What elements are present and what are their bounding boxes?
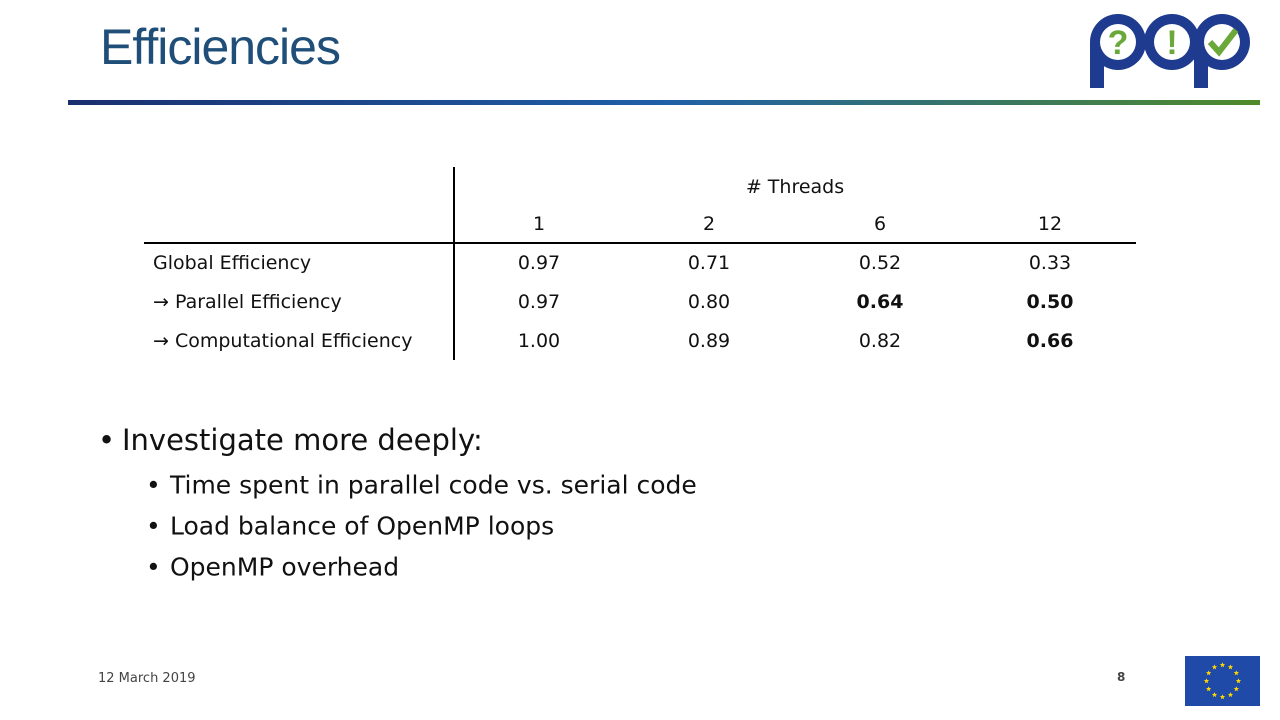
- page-number: 8: [1117, 670, 1126, 684]
- eu-star: [1219, 694, 1226, 700]
- bullet: Investigate more deeply:: [122, 423, 483, 457]
- eu-flag: [1185, 656, 1260, 706]
- table-cell: 0.71: [687, 252, 731, 274]
- logo-symbol: !: [1166, 24, 1177, 62]
- table-rule: [144, 242, 1136, 244]
- logo-symbol: ?: [1108, 24, 1129, 62]
- table-cell: 0.80: [687, 291, 731, 313]
- eu-star: [1227, 692, 1234, 698]
- title-rule: [68, 100, 1260, 105]
- eu-star: [1211, 692, 1218, 698]
- sub-bullet: OpenMP overhead: [170, 552, 400, 582]
- table-cell: 0.97: [517, 291, 561, 313]
- eu-star: [1211, 664, 1218, 670]
- logo: ? !: [1090, 14, 1250, 88]
- eu-star: [1203, 678, 1210, 684]
- bullet-dot: •: [146, 511, 161, 541]
- row-label: → Parallel Efficiency: [153, 291, 342, 313]
- table-cell: 0.50: [1026, 291, 1074, 313]
- eu-star: [1205, 670, 1212, 676]
- eu-star: [1219, 662, 1226, 668]
- table-cell: 0.82: [858, 330, 902, 352]
- table-cell: 0.97: [517, 252, 561, 274]
- table-cell: 0.64: [856, 291, 904, 313]
- eu-star: [1205, 686, 1212, 692]
- slide-title: Efficiencies: [100, 19, 341, 75]
- eu-star: [1233, 670, 1240, 676]
- logo-check: [1207, 28, 1239, 57]
- footer-date: 12 March 2019: [98, 671, 196, 686]
- column-header: 12: [1037, 213, 1063, 235]
- bullet-dot: •: [146, 552, 161, 582]
- eu-star: [1227, 664, 1234, 670]
- table-cell: 1.00: [517, 330, 561, 352]
- eu-star: [1233, 686, 1240, 692]
- sub-bullet: Time spent in parallel code vs. serial c…: [170, 470, 697, 500]
- group-header: # Threads: [745, 176, 845, 198]
- bullet-dot: •: [146, 470, 161, 500]
- table-divider: [453, 167, 455, 360]
- eu-star: [1235, 678, 1242, 684]
- table-cell: 0.33: [1028, 252, 1072, 274]
- column-header: 1: [532, 213, 546, 235]
- sub-bullet: Load balance of OpenMP loops: [170, 511, 555, 541]
- table-cell: 0.89: [687, 330, 731, 352]
- row-label: Global Efficiency: [153, 252, 312, 274]
- table-cell: 0.66: [1026, 330, 1074, 352]
- column-header: 6: [873, 213, 887, 235]
- bullet-dot: •: [98, 423, 116, 457]
- table-cell: 0.52: [858, 252, 902, 274]
- row-label: → Computational Efficiency: [153, 330, 413, 352]
- column-header: 2: [702, 213, 716, 235]
